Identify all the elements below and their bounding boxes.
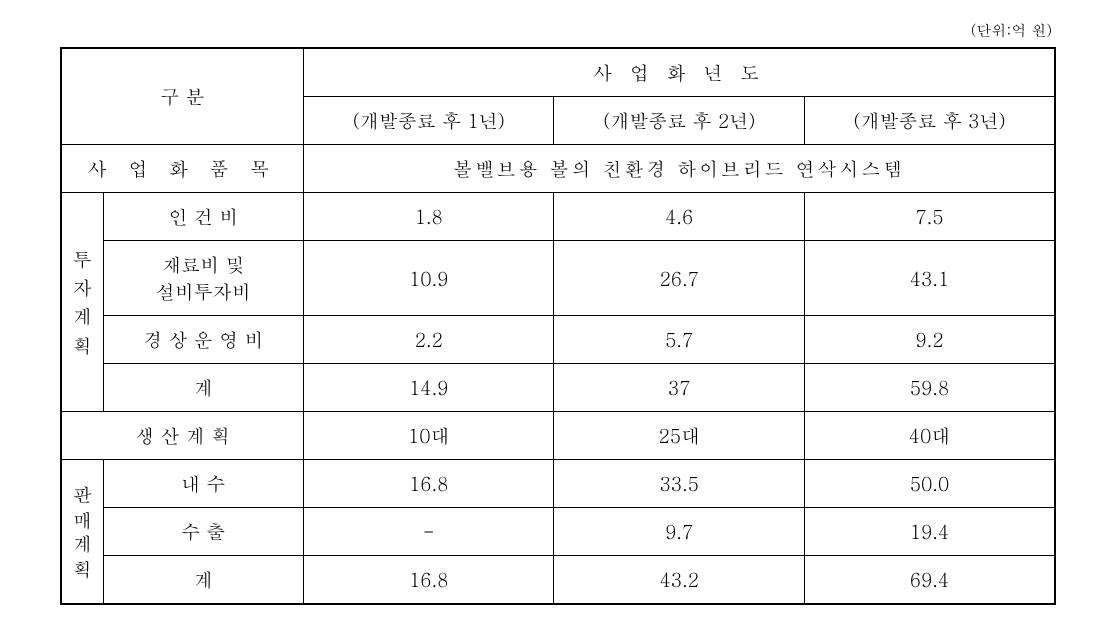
business-plan-table: 구 분 사 업 화 년 도 (개발종료 후 1년) (개발종료 후 2년) (개…	[60, 47, 1056, 605]
sales-total-cell: 16.8	[303, 556, 553, 605]
sales-row-label: 수 출	[103, 508, 303, 556]
sales-row-label: 내 수	[103, 460, 303, 508]
investment-total-label: 계	[103, 364, 303, 412]
investment-row-label: 경 상 운 영 비	[103, 316, 303, 364]
investment-cell: 1.8	[303, 193, 553, 241]
sales-cell: -	[303, 508, 553, 556]
label-line1: 재료비 및	[162, 251, 244, 278]
investment-total-cell: 14.9	[303, 364, 553, 412]
investment-cell: 9.2	[804, 316, 1055, 364]
sales-total-cell: 69.4	[804, 556, 1055, 605]
investment-cell: 26.7	[554, 241, 804, 316]
investment-row-label: 재료비 및 설비투자비	[103, 241, 303, 316]
production-cell: 10대	[303, 412, 553, 460]
sales-total-label: 계	[103, 556, 303, 605]
investment-total-cell: 37	[554, 364, 804, 412]
header-year1: (개발종료 후 1년)	[303, 97, 553, 145]
production-label: 생 산 계 획	[61, 412, 303, 460]
header-year2: (개발종료 후 2년)	[554, 97, 804, 145]
header-gubun: 구 분	[61, 48, 303, 145]
investment-cell: 7.5	[804, 193, 1055, 241]
production-cell: 40대	[804, 412, 1055, 460]
label-line2: 설비투자비	[156, 278, 251, 305]
unit-label: (단위:억 원)	[60, 20, 1056, 41]
product-label: 사 업 화 품 목	[61, 145, 303, 193]
sales-cell: 33.5	[554, 460, 804, 508]
sales-label: 판매계획	[61, 460, 103, 605]
investment-row-label: 인 건 비	[103, 193, 303, 241]
sales-total-cell: 43.2	[554, 556, 804, 605]
investment-cell: 10.9	[303, 241, 553, 316]
product-value: 볼밸브용 볼의 친환경 하이브리드 연삭시스템	[303, 145, 1055, 193]
sales-cell: 50.0	[804, 460, 1055, 508]
production-cell: 25대	[554, 412, 804, 460]
investment-label: 투자계획	[61, 193, 103, 412]
investment-cell: 2.2	[303, 316, 553, 364]
header-year3: (개발종료 후 3년)	[804, 97, 1055, 145]
investment-cell: 5.7	[554, 316, 804, 364]
investment-cell: 43.1	[804, 241, 1055, 316]
investment-cell: 4.6	[554, 193, 804, 241]
sales-cell: 16.8	[303, 460, 553, 508]
header-year-group: 사 업 화 년 도	[303, 48, 1055, 97]
investment-total-cell: 59.8	[804, 364, 1055, 412]
sales-cell: 9.7	[554, 508, 804, 556]
sales-cell: 19.4	[804, 508, 1055, 556]
